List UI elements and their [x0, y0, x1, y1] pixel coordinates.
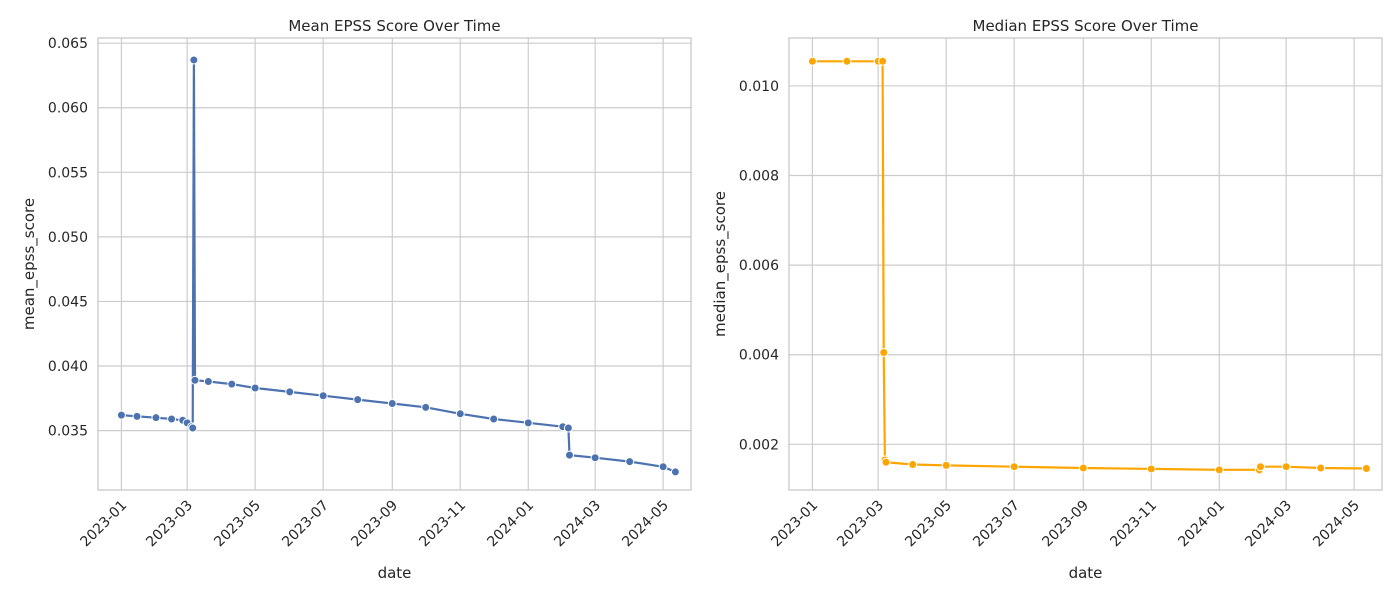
chart-1-point-20 — [523, 418, 533, 428]
chart-1-point-8 — [189, 55, 199, 65]
chart-1-xtick-label-5: 2023-11 — [416, 498, 469, 551]
chart-2-title: Median EPSS Score Over Time — [973, 17, 1199, 35]
chart-1: 0.035 0.040 0.045 0.050 0.055 0.060 0.065 2023-… — [20, 17, 692, 582]
chart-2-ytick-label-1: 0.004 — [739, 348, 779, 364]
chart-1-point-1 — [132, 411, 142, 421]
chart-1-point-17 — [421, 402, 431, 412]
chart-1-point-23 — [565, 450, 575, 460]
chart-2-point-3 — [878, 56, 888, 66]
chart-2-ytick-label-2: 0.006 — [739, 258, 779, 274]
chart-1-ytick-label-1: 0.040 — [48, 359, 88, 375]
chart-1-point-9 — [190, 375, 200, 385]
chart-2-xtick-label-7: 2024-03 — [1242, 498, 1295, 551]
chart-1-xtick-label-8: 2024-05 — [619, 498, 672, 551]
chart-1-xtick-label-1: 2023-03 — [143, 498, 196, 551]
chart-1-point-15 — [353, 395, 363, 405]
chart-1-ytick-label-4: 0.055 — [48, 165, 88, 181]
chart-2-point-7 — [908, 459, 918, 469]
chart-1-point-16 — [387, 398, 397, 408]
chart-1-point-18 — [455, 409, 465, 419]
chart-1-xlabel: date — [378, 564, 412, 582]
chart-2-ytick-label-4: 0.010 — [739, 79, 779, 95]
chart-2-point-15 — [1281, 462, 1291, 472]
chart-1-ytick-label-0: 0.035 — [48, 424, 88, 440]
chart-2-frame — [788, 37, 1383, 491]
chart-1-xtick-label-6: 2024-01 — [484, 498, 537, 551]
chart-1-point-24 — [590, 453, 600, 463]
chart-2-xtick-label-2: 2023-05 — [902, 498, 955, 551]
chart-2-xtick-label-1: 2023-03 — [834, 498, 887, 551]
chart-1-point-12 — [250, 383, 260, 393]
chart-1-ytick-label-5: 0.060 — [48, 101, 88, 117]
chart-1-point-14 — [318, 391, 328, 401]
chart-2-point-17 — [1361, 463, 1371, 473]
chart-1-xtick-label-3: 2023-07 — [279, 498, 332, 551]
chart-2-xtick-label-3: 2023-07 — [970, 498, 1023, 551]
chart-1-frame — [97, 37, 692, 491]
chart-2-xtick-label-4: 2023-09 — [1039, 498, 1092, 551]
chart-1-xtick-label-0: 2023-01 — [78, 498, 131, 551]
chart-2-xtick-label-8: 2024-05 — [1310, 498, 1363, 551]
chart-1-point-10 — [203, 377, 213, 387]
chart-2-xtick-label-5: 2023-11 — [1107, 498, 1160, 551]
chart-1-point-27 — [670, 467, 680, 477]
chart-2-point-0 — [807, 56, 817, 66]
chart-2-point-11 — [1146, 464, 1156, 474]
chart-2-point-4 — [879, 347, 889, 357]
chart-2: 0.002 0.004 0.006 0.008 0.010 2023-01 2023-03 2… — [711, 17, 1383, 582]
chart-1-point-11 — [227, 379, 237, 389]
chart-2-ytick-label-3: 0.008 — [739, 169, 779, 185]
chart-2-xlabel: date — [1069, 564, 1103, 582]
chart-1-ylabel: mean_epss_score — [20, 198, 39, 330]
chart-2-ytick-label-0: 0.002 — [739, 437, 779, 453]
chart-1-point-7 — [188, 423, 198, 433]
chart-1-point-22 — [563, 423, 573, 433]
chart-1-point-25 — [625, 457, 635, 467]
chart-2-point-9 — [1009, 462, 1019, 472]
chart-1-ytick-label-2: 0.045 — [48, 294, 88, 310]
chart-2-ylabel: median_epss_score — [711, 191, 730, 337]
chart-1-ytick-label-3: 0.050 — [48, 230, 88, 246]
chart-1-point-19 — [489, 414, 499, 424]
chart-2-point-14 — [1256, 462, 1266, 472]
chart-2-point-10 — [1078, 463, 1088, 473]
chart-1-series-1-line — [121, 58, 676, 473]
chart-1-ytick-label-6: 0.065 — [48, 36, 88, 52]
chart-1-point-0 — [116, 410, 126, 420]
chart-2-point-6 — [881, 457, 891, 467]
chart-2-point-12 — [1214, 465, 1224, 475]
chart-1-xtick-label-4: 2023-09 — [348, 498, 401, 551]
chart-2-xtick-label-6: 2024-01 — [1175, 498, 1228, 551]
chart-1-title: Mean EPSS Score Over Time — [288, 17, 500, 35]
chart-1-point-26 — [658, 462, 668, 472]
chart-1-point-2 — [151, 413, 161, 423]
chart-2-point-16 — [1316, 463, 1326, 473]
chart-2-xtick-label-0: 2023-01 — [769, 498, 822, 551]
chart-1-xtick-label-2: 2023-05 — [211, 498, 264, 551]
chart-1-xtick-label-7: 2024-03 — [551, 498, 604, 551]
chart-2-point-1 — [842, 56, 852, 66]
chart-2-point-8 — [941, 460, 951, 470]
chart-1-point-13 — [285, 387, 295, 397]
chart-1-point-3 — [167, 414, 177, 424]
